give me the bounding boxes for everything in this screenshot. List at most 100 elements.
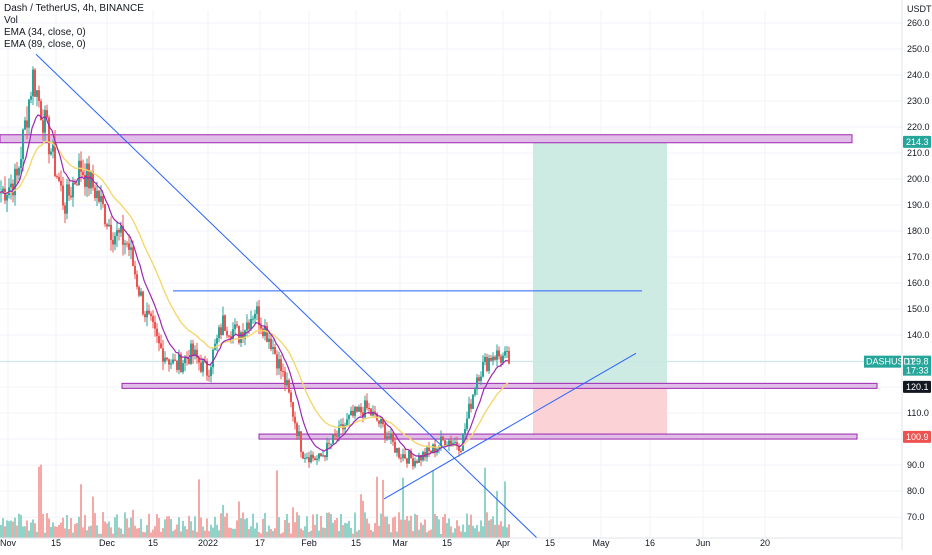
candle-body xyxy=(108,224,110,227)
volume-bar xyxy=(78,516,80,538)
candle-body xyxy=(62,185,64,206)
stop-tag-text: 100.9 xyxy=(906,432,929,442)
volume-bar xyxy=(116,514,118,538)
indicator-ema89[interactable]: EMA (89, close, 0) xyxy=(4,39,86,50)
candle-body xyxy=(118,230,120,233)
volume-bar xyxy=(286,514,288,538)
candle-body xyxy=(402,454,404,459)
y-tick-label: 200.0 xyxy=(907,174,930,184)
volume-bar xyxy=(316,514,318,538)
volume-bar xyxy=(462,524,464,538)
candle-body xyxy=(72,182,74,198)
candle-body xyxy=(410,450,412,459)
target-tag-bg xyxy=(903,135,931,148)
volume-bar xyxy=(38,466,40,538)
candle-body xyxy=(304,457,306,459)
volume-bar xyxy=(330,513,332,538)
candle-body xyxy=(508,351,510,364)
volume-bar xyxy=(386,516,388,538)
volume-bar xyxy=(250,526,252,538)
candle-body xyxy=(252,318,254,320)
candle-body xyxy=(458,445,460,451)
candle-body xyxy=(172,359,174,364)
volume-bar xyxy=(322,527,324,538)
volume-bar xyxy=(350,528,352,538)
volume-bar xyxy=(138,527,140,538)
volume-bar xyxy=(476,524,478,538)
volume-bar xyxy=(402,477,404,538)
candle-body xyxy=(132,247,134,266)
candle-body xyxy=(232,329,234,340)
volume-bar xyxy=(296,512,298,538)
candle-body xyxy=(58,176,60,181)
volume-bar xyxy=(266,531,268,538)
volume-bar xyxy=(428,530,430,538)
volume-bar xyxy=(430,529,432,538)
candle-body xyxy=(484,356,486,363)
candle-body xyxy=(500,356,502,363)
volume-bar xyxy=(102,512,104,538)
volume-bar xyxy=(62,517,64,538)
volume-bar xyxy=(112,533,114,538)
candle-body xyxy=(290,392,292,403)
candle-body xyxy=(324,455,326,458)
volume-bar xyxy=(362,500,364,538)
candle-body xyxy=(26,120,28,128)
candle-body xyxy=(178,354,180,370)
candle-body xyxy=(390,433,392,439)
zones-layer[interactable] xyxy=(0,134,902,440)
candle-body xyxy=(300,431,302,452)
candle-body xyxy=(136,274,138,287)
volume-bar xyxy=(14,517,16,538)
volume-bar xyxy=(372,531,374,538)
volume-bar xyxy=(346,523,348,538)
candle-body xyxy=(180,354,182,372)
candle-body xyxy=(100,196,102,202)
volume-bar xyxy=(302,530,304,538)
candle-body xyxy=(4,188,6,201)
candle-body xyxy=(488,357,490,371)
candle-body xyxy=(194,349,196,356)
y-tick-label: 70.0 xyxy=(907,512,925,522)
candle-body xyxy=(168,359,170,365)
x-tick-label: 15 xyxy=(545,538,555,548)
candle-body xyxy=(2,188,4,193)
y-tick-label: 140.0 xyxy=(907,330,930,340)
volume-bar xyxy=(482,526,484,538)
volume-bar xyxy=(268,525,270,538)
x-tick-label: 17 xyxy=(255,538,265,548)
y-tick-label: 250.0 xyxy=(907,44,930,54)
volume-bar xyxy=(498,524,500,538)
indicator-ema34[interactable]: EMA (34, close, 0) xyxy=(4,27,86,38)
candle-body xyxy=(70,195,72,198)
candle-body xyxy=(140,291,142,296)
candle-body xyxy=(156,328,158,337)
volume-bar xyxy=(246,518,248,538)
chart-title[interactable]: Dash / TetherUS, 4h, BINANCE xyxy=(4,3,144,14)
volume-bar xyxy=(206,518,208,538)
candle-body xyxy=(406,458,408,464)
volume-bar xyxy=(164,519,166,538)
candle-body xyxy=(318,453,320,459)
volume-bar xyxy=(396,531,398,538)
chart-legend: Dash / TetherUS, 4h, BINANCE Vol EMA (34… xyxy=(4,3,144,51)
volume-bar xyxy=(328,512,330,538)
candle-body xyxy=(256,306,258,314)
horizontal-zone-2 xyxy=(258,433,858,440)
volume-bar xyxy=(188,515,190,538)
volume-bar xyxy=(398,512,400,538)
indicator-vol[interactable]: Vol xyxy=(4,15,18,26)
trendlines-layer[interactable] xyxy=(35,53,642,539)
candle-body xyxy=(48,117,50,155)
volume-bar xyxy=(32,519,34,538)
candle-body xyxy=(448,440,450,445)
y-tick-label: 90.0 xyxy=(907,460,925,470)
volume-bar xyxy=(88,526,90,538)
volume-bar xyxy=(348,520,350,538)
candle-body xyxy=(494,356,496,360)
candle-body xyxy=(102,196,104,205)
volume-bar xyxy=(468,524,470,538)
volume-bar xyxy=(438,519,440,538)
